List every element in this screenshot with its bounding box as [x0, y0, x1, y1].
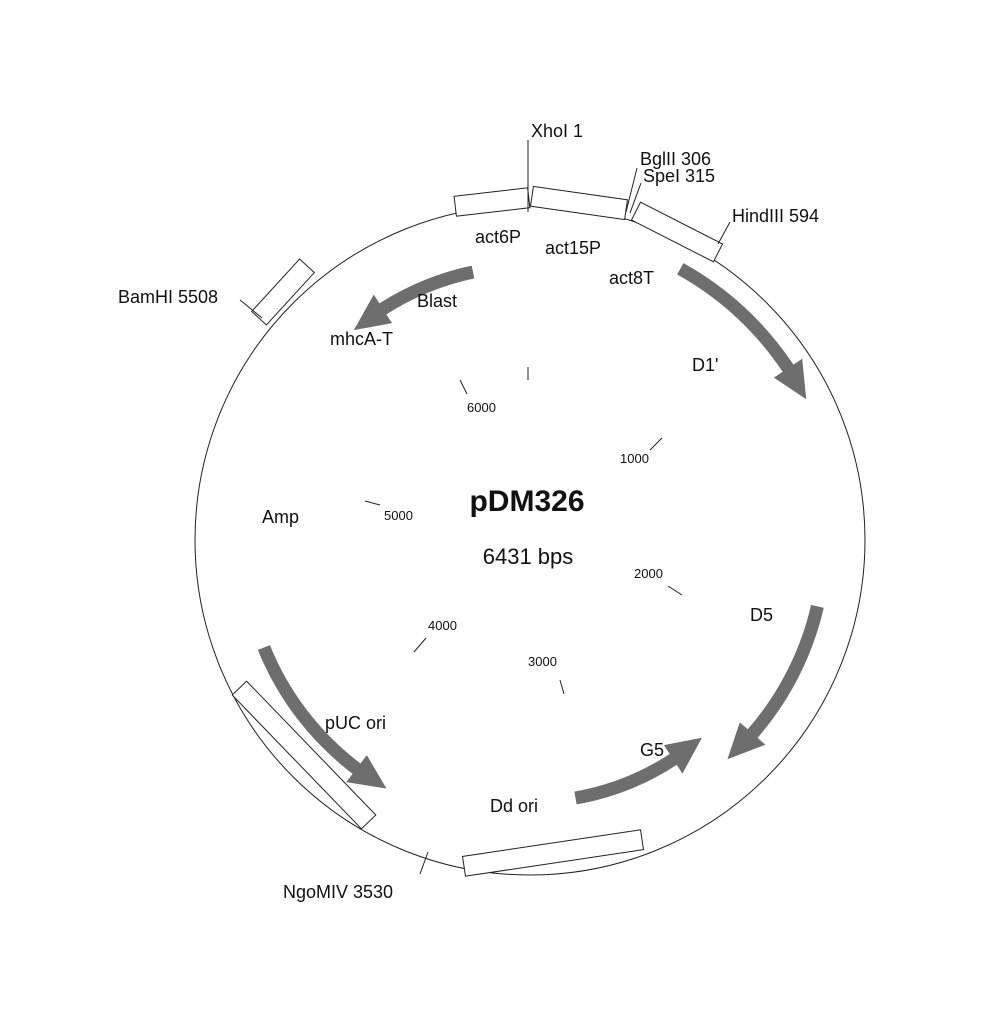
arrow-G5: [574, 737, 702, 805]
scale-tick-label-2000: 2000: [634, 566, 663, 581]
scale-tick-4000: [413, 637, 427, 653]
scale-ticks: 1000 2000 3000 4000 5000 6000: [364, 367, 683, 695]
scale-tick-label-6000: 6000: [467, 400, 496, 415]
site-lines: [239, 140, 731, 875]
feature-box-act8T: [630, 201, 724, 263]
scale-tick-label-3000: 3000: [528, 654, 557, 669]
site-labels: XhoI 1 BglII 306 SpeI 315 HindIII 594 Ba…: [118, 121, 819, 902]
site-label-SpeI: SpeI 315: [643, 166, 715, 186]
feature-box-pUC-ori: [231, 680, 377, 830]
arrow-Amp: [257, 645, 387, 789]
feature-box-mhcA-T: [250, 258, 316, 326]
site-label-XhoI: XhoI 1: [531, 121, 583, 141]
scale-tick-6000: [459, 379, 468, 395]
site-line-SpeI: [629, 182, 642, 214]
scale-tick-2000: [667, 585, 683, 596]
feature-label-Amp: Amp: [262, 507, 299, 527]
backbone-circle: [194, 204, 866, 876]
scale-tick-3000: [559, 679, 565, 695]
feature-label-G5: G5: [640, 740, 664, 760]
site-line-BglII: [625, 167, 638, 213]
site-label-BamHI: BamHI 5508: [118, 287, 218, 307]
arrow-D1: [677, 263, 807, 400]
feature-label-mhcA-T: mhcA-T: [330, 329, 393, 349]
site-label-NgoMIV: NgoMIV 3530: [283, 882, 393, 902]
arrow-Blast: [353, 265, 475, 331]
box-features: [231, 185, 724, 877]
plasmid-name: pDM326: [469, 485, 584, 518]
plasmid-size: 6431 bps: [483, 544, 574, 569]
feature-box-act15P: [529, 185, 629, 221]
site-line-NgoMIV: [419, 851, 429, 875]
site-label-HindIII: HindIII 594: [732, 206, 819, 226]
site-label-BglII: BglII 306: [640, 149, 711, 169]
scale-tick-label-4000: 4000: [428, 618, 457, 633]
arrow-features: [257, 263, 824, 805]
arrow-D5: [727, 604, 824, 760]
feature-label-Blast: Blast: [417, 291, 457, 311]
feature-label-pUC-ori: pUC ori: [325, 713, 386, 733]
scale-tick-1000: [649, 437, 663, 451]
feature-label-act6P: act6P: [475, 227, 521, 247]
feature-label-act15P: act15P: [545, 238, 601, 258]
feature-label-act8T: act8T: [609, 268, 654, 288]
feature-box-Dd-ori: [461, 829, 645, 877]
feature-label-Dd-ori: Dd ori: [490, 796, 538, 816]
feature-label-D1: D1': [692, 355, 718, 375]
feature-label-D5: D5: [750, 605, 773, 625]
site-line-BamHI: [239, 299, 263, 319]
feature-box-act6P: [453, 187, 531, 217]
scale-tick-label-5000: 5000: [384, 508, 413, 523]
scale-tick-label-1000: 1000: [620, 451, 649, 466]
scale-tick-5000: [364, 500, 381, 506]
site-line-HindIII: [717, 221, 731, 245]
feature-labels: act6P act15P act8T mhcA-T pUC ori Dd ori…: [262, 227, 773, 816]
